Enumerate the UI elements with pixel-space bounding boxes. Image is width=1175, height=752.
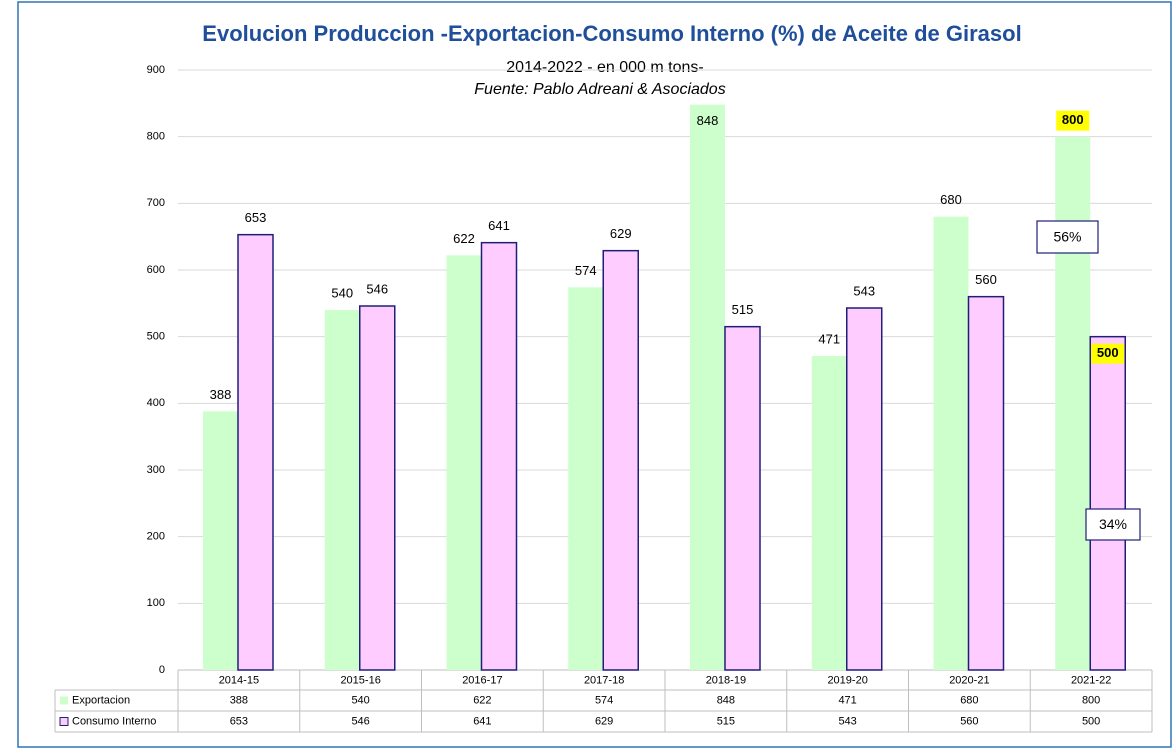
bar (480, 241, 518, 671)
annotation: 34% (1099, 516, 1127, 532)
table-cell: 500 (1082, 715, 1100, 727)
bar (967, 295, 1005, 671)
table-cell: 515 (717, 715, 735, 727)
bar (446, 255, 482, 671)
data-label: 500 (1097, 345, 1119, 360)
x-tick-label: 2014-15 (219, 674, 259, 686)
table-cell: 574 (595, 694, 613, 706)
data-label: 540 (331, 285, 353, 300)
table-cell: 540 (351, 694, 369, 706)
bar (324, 310, 360, 670)
x-tick-label: 2021-22 (1071, 674, 1111, 686)
y-tick-label: 300 (147, 464, 165, 476)
data-label: 471 (818, 331, 840, 346)
bar (1055, 136, 1091, 670)
y-tick-label: 700 (147, 197, 165, 209)
bar (811, 356, 847, 670)
chart-title: Evolucion Produccion -Exportacion-Consum… (202, 21, 1021, 46)
data-label: 622 (453, 231, 475, 246)
bar (690, 104, 725, 670)
data-label: 515 (732, 302, 754, 317)
data-label: 546 (366, 281, 388, 296)
data-label: 653 (245, 210, 267, 225)
data-label: 680 (940, 192, 962, 207)
table-cell: 543 (838, 715, 856, 727)
legend-swatch (59, 717, 69, 726)
highlight (1091, 343, 1125, 364)
bar (602, 249, 639, 671)
table-cell: 388 (230, 694, 248, 706)
y-tick-label: 900 (147, 64, 165, 76)
bar (724, 325, 761, 671)
data-label: 560 (975, 272, 997, 287)
x-tick-label: 2017-18 (584, 674, 624, 686)
bar (846, 307, 883, 671)
data-label: 848 (697, 113, 719, 128)
table-cell: 680 (960, 694, 978, 706)
y-tick-label: 0 (159, 664, 165, 676)
chart-source: Fuente: Pablo Adreani & Asociados (474, 81, 725, 98)
table-cell: 653 (230, 715, 248, 727)
y-tick-label: 600 (147, 264, 165, 276)
table-cell: 848 (717, 694, 735, 706)
bar (203, 411, 238, 670)
table-cell: 800 (1082, 694, 1100, 706)
legend-label: Exportacion (72, 694, 130, 706)
table-cell: 629 (595, 715, 613, 727)
bar (1089, 335, 1126, 671)
x-tick-label: 2019-20 (827, 674, 867, 686)
bar (359, 305, 396, 671)
bar (237, 233, 274, 671)
x-tick-label: 2015-16 (340, 674, 380, 686)
legend-label: Consumo Interno (72, 715, 156, 727)
table-cell: 622 (473, 694, 491, 706)
annotation-box (1085, 508, 1141, 541)
bar (568, 287, 604, 670)
y-tick-label: 500 (147, 331, 165, 343)
y-tick-label: 100 (147, 597, 165, 609)
table-cell: 471 (838, 694, 856, 706)
x-tick-label: 2020-21 (949, 674, 989, 686)
x-tick-label: 2016-17 (462, 674, 502, 686)
data-label: 629 (610, 226, 632, 241)
bar (933, 216, 969, 670)
data-label: 641 (488, 218, 510, 233)
table-cell: 546 (351, 715, 369, 727)
y-tick-label: 800 (147, 131, 165, 143)
data-label: 543 (853, 283, 875, 298)
legend-swatch (60, 696, 68, 705)
highlight (1056, 110, 1090, 131)
data-label: 574 (575, 263, 597, 278)
x-tick-label: 2018-19 (706, 674, 746, 686)
table-cell: 641 (473, 715, 491, 727)
annotation-box (1036, 220, 1099, 254)
chart-subtitle: 2014-2022 - en 000 m tons- (506, 59, 703, 76)
table-cell: 560 (960, 715, 978, 727)
y-tick-label: 200 (147, 531, 165, 543)
data-label: 388 (210, 387, 232, 402)
data-label: 800 (1062, 112, 1084, 127)
y-tick-label: 400 (147, 397, 165, 409)
annotation: 56% (1053, 229, 1081, 245)
